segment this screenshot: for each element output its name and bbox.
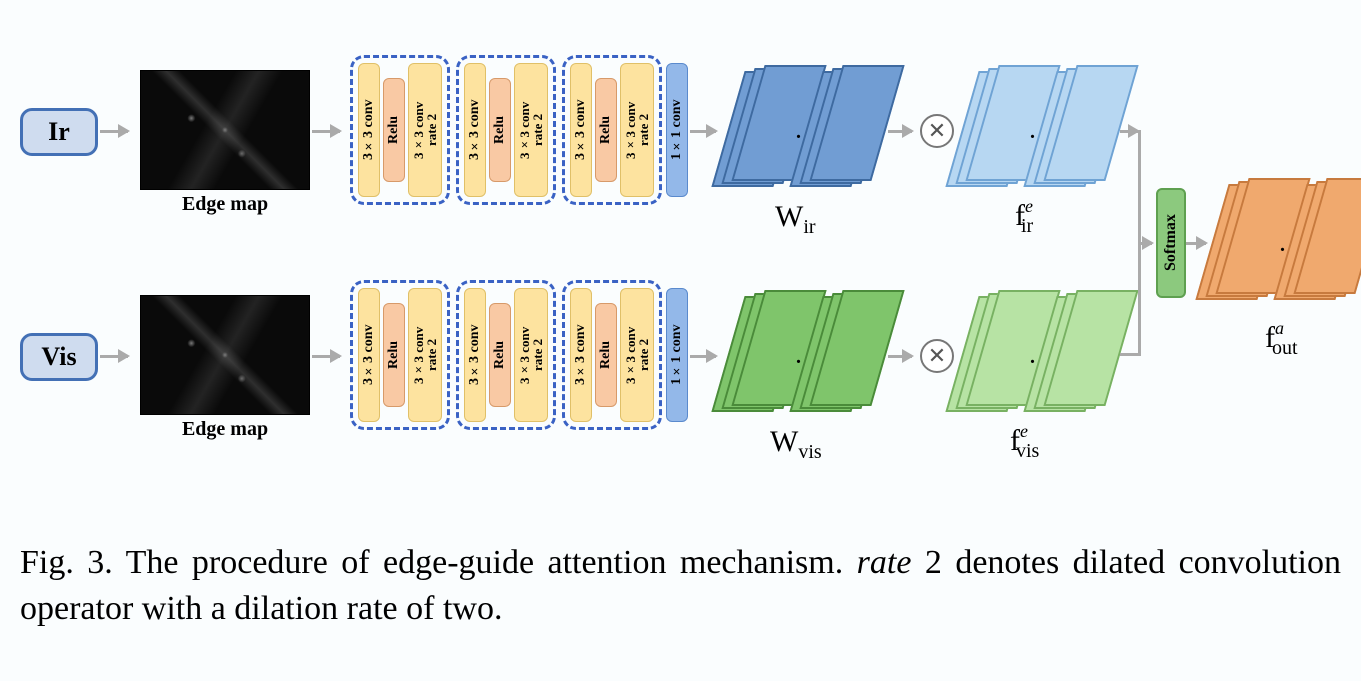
relu: Relu <box>489 303 511 407</box>
mult-ir: ✕ <box>920 114 954 148</box>
w-vis-label: Wvis <box>770 425 822 464</box>
mult-vis: ✕ <box>920 339 954 373</box>
f-vis-stack: ... <box>962 290 1112 440</box>
relu: Relu <box>489 78 511 182</box>
conv3x3-rate2: 3×3 convrate 2 <box>408 288 442 422</box>
relu: Relu <box>595 78 617 182</box>
vis-badge: Vis <box>20 333 98 381</box>
caption-rate: rate <box>857 544 912 581</box>
vis-label: Vis <box>41 342 76 372</box>
conv3x3-rate2: 3×3 convrate 2 <box>620 63 654 197</box>
conv3x3-rate2: 3×3 convrate 2 <box>620 288 654 422</box>
conv1x1: 1×1 conv <box>666 63 688 197</box>
conv3x3-rate2: 3×3 convrate 2 <box>514 288 548 422</box>
relu: Relu <box>595 303 617 407</box>
conv1x1: 1×1 conv <box>666 288 688 422</box>
conv3x3-rate2: 3×3 convrate 2 <box>408 63 442 197</box>
f-ir-label: feir <box>1015 198 1045 238</box>
softmax-label: Softmax <box>1162 215 1180 272</box>
ir-badge: Ir <box>20 108 98 156</box>
arrow-to-output <box>1186 242 1206 245</box>
figure-caption: Fig. 3. The procedure of edge-guide atte… <box>20 540 1341 632</box>
relu: Relu <box>383 78 405 182</box>
line-ir-down <box>1138 130 1141 243</box>
line-vis-up <box>1138 243 1141 356</box>
caption-prefix: Fig. 3. The procedure of edge-guide atte… <box>20 544 857 581</box>
ir-edgemap <box>140 70 310 190</box>
arrow-to-softmax <box>1138 242 1152 245</box>
conv3x3-rate2: 3×3 convrate 2 <box>514 63 548 197</box>
f-ir-stack: ... <box>962 65 1112 215</box>
conv3x3: 3×3 conv <box>570 63 592 197</box>
vis-edgemap-label: Edge map <box>140 418 310 441</box>
ir-edgemap-label: Edge map <box>140 193 310 216</box>
conv3x3: 3×3 conv <box>464 288 486 422</box>
w-ir-stack: ... <box>728 65 878 215</box>
w-vis-stack: ... <box>728 290 878 440</box>
ir-label: Ir <box>48 117 70 147</box>
vis-edgemap <box>140 295 310 415</box>
f-vis-label: fevis <box>1010 423 1051 463</box>
conv3x3: 3×3 conv <box>464 63 486 197</box>
arrow-ir-w-mult <box>888 130 912 133</box>
conv3x3: 3×3 conv <box>358 63 380 197</box>
conv3x3: 3×3 conv <box>570 288 592 422</box>
w-ir-label: Wir <box>775 200 816 239</box>
arrow-ir-to-conv <box>312 130 340 133</box>
arrow-ir-to-w <box>690 130 716 133</box>
softmax-box: Softmax <box>1156 188 1186 298</box>
arrow-vis-w-mult <box>888 355 912 358</box>
conv3x3: 3×3 conv <box>358 288 380 422</box>
f-out-label: faout <box>1265 320 1310 360</box>
arrow-vis-to-w <box>690 355 716 358</box>
arrow-ir-to-edgemap <box>100 130 128 133</box>
f-out-stack: ... <box>1212 178 1361 328</box>
relu: Relu <box>383 303 405 407</box>
arrow-vis-to-conv <box>312 355 340 358</box>
arrow-vis-to-edgemap <box>100 355 128 358</box>
diagram-root: Ir Vis Edge map Edge map 3×3 conv Relu 3… <box>20 30 1340 510</box>
